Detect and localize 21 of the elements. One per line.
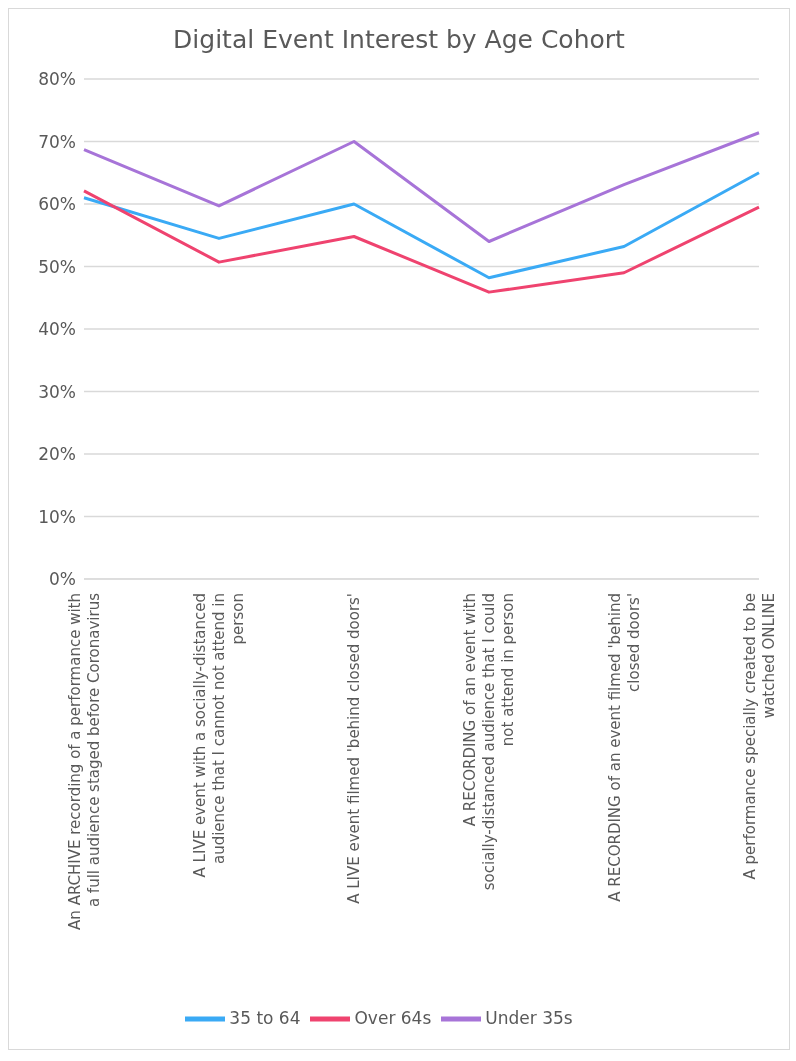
x-tick-label: An ARCHIVE recording of a performance with a full audience staged before Coronavirus (65, 592, 103, 930)
y-tick-label: 50% (38, 256, 76, 277)
y-tick-label: 80% (38, 69, 76, 90)
y-tick-label: 20% (38, 444, 76, 465)
legend-label: Under 35s (485, 1007, 573, 1028)
x-tick-label: A LIVE event filmed 'behind closed doors' (345, 593, 363, 904)
y-tick-label: 40% (38, 319, 76, 340)
y-tick-label: 10% (38, 506, 76, 527)
chart-title: Digital Event Interest by Age Cohort (172, 24, 626, 56)
x-tick-label: A LIVE event with a socially-distanced audience that I cannot not attend in person (191, 593, 247, 878)
x-tick-label: A RECORDING of an event filmed 'behind closed doors' (605, 593, 643, 902)
legend-label: 35 to 64 (229, 1007, 301, 1028)
y-tick-label: 70% (38, 131, 76, 152)
line-series (82, 131, 761, 243)
y-tick-label: 60% (38, 194, 76, 215)
legend-label: Over 64s (354, 1007, 432, 1028)
line-series (82, 189, 761, 294)
y-tick-label: 0% (49, 569, 76, 590)
line-series (82, 171, 761, 280)
y-tick-label: 30% (38, 381, 76, 402)
x-tick-label: A RECORDING of an event with socially-distanced audience that I could not attend in person (461, 593, 517, 891)
